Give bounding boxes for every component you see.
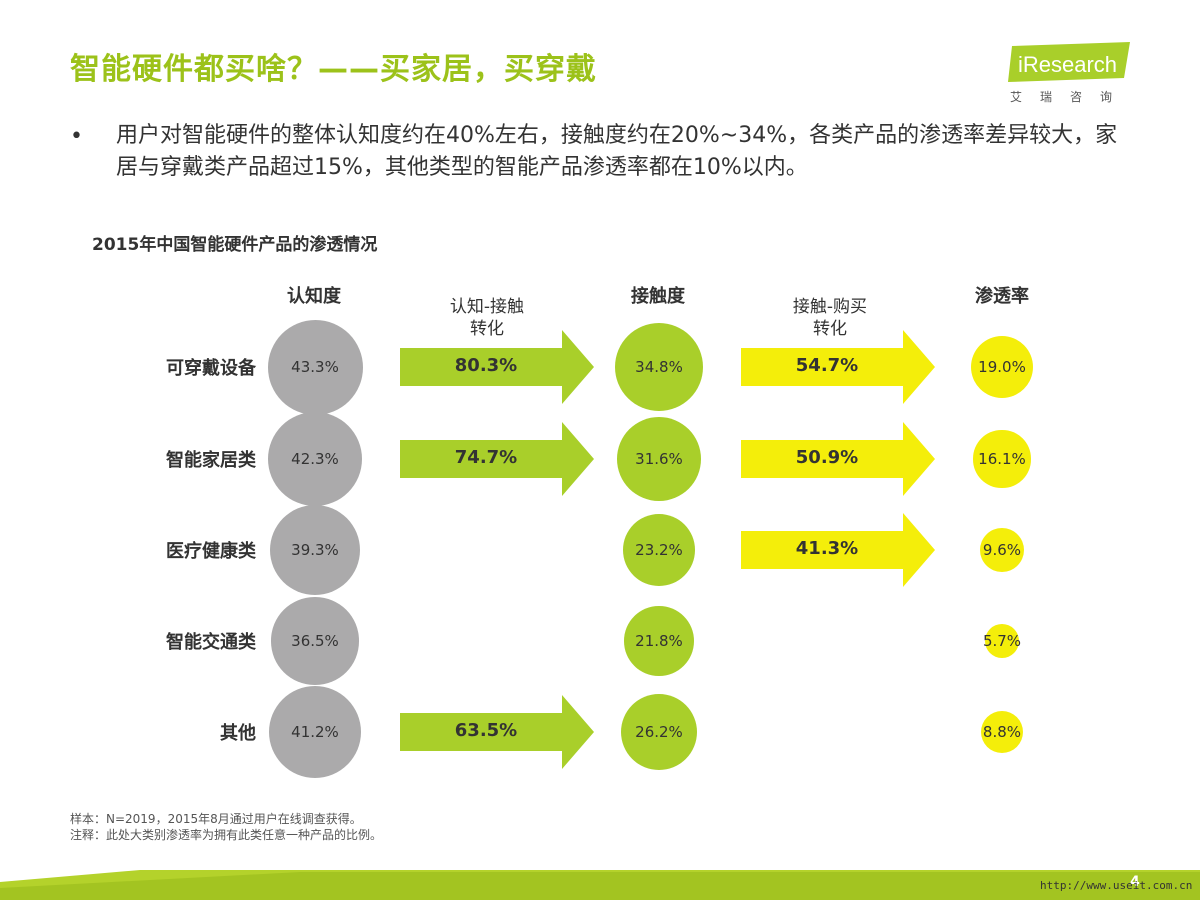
column-header-penetration: 渗透率 [975, 286, 1029, 307]
page-number: 4 [1130, 874, 1140, 890]
logo-cn: 艾瑞咨询 [1010, 90, 1131, 104]
awareness-contact-arrow-shape [400, 422, 594, 496]
contact-purchase-arrow-shape [741, 330, 935, 404]
bullet-dot: • [70, 124, 83, 149]
awareness-circle: 39.3% [269, 504, 361, 596]
contact-circle: 31.6% [617, 417, 701, 501]
awareness-contact-arrow-shape [400, 695, 594, 769]
summary-text: 用户对智能硬件的整体认知度约在40%左右，接触度约在20%~34%，各类产品的渗… [116, 123, 1118, 180]
penetration-circle: 16.1% [973, 430, 1031, 488]
penetration-circle: 5.7% [983, 624, 1021, 658]
column-header-conversion-1: 认知-接触 转化 [449, 297, 525, 339]
chart-title: 2015年中国智能硬件产品的渗透情况 [92, 235, 378, 255]
contact-purchase-arrow: 50.9% [741, 422, 935, 496]
contact-purchase-arrow-shape [741, 513, 935, 587]
contact-purchase-arrow-shape [741, 422, 935, 496]
page-title: 智能硬件都买啥？——买家居，买穿戴 [70, 52, 597, 87]
watermark-url: http://www.useit.com.cn [1040, 879, 1193, 892]
row-label: 其他 [220, 723, 256, 744]
row-label: 智能家居类 [166, 450, 256, 471]
awareness-contact-arrow-value: 80.3% [454, 355, 518, 376]
contact-purchase-arrow-value: 50.9% [795, 447, 859, 468]
awareness-circle: 41.2% [268, 685, 362, 779]
penetration-circle: 19.0% [971, 336, 1033, 398]
contact-purchase-arrow: 54.7% [741, 330, 935, 404]
logo-text: iResearch [1018, 52, 1118, 77]
row-label: 医疗健康类 [166, 541, 256, 562]
contact-circle: 23.2% [623, 514, 695, 586]
column-header-awareness: 认知度 [287, 286, 341, 307]
iresearch-logo: iResearch 艾瑞咨询 [1008, 42, 1138, 106]
contact-purchase-arrow-value: 41.3% [795, 538, 859, 559]
penetration-circle: 9.6% [979, 527, 1025, 573]
contact-circle: 34.8% [615, 323, 703, 411]
contact-circle: 26.2% [620, 693, 698, 771]
contact-circle: 21.8% [624, 606, 694, 676]
awareness-contact-arrow-value: 74.7% [454, 447, 518, 468]
row-label: 可穿戴设备 [166, 358, 256, 379]
logo-badge-shape [1008, 42, 1130, 82]
contact-purchase-arrow-value: 54.7% [795, 355, 859, 376]
footnote-note: 注释：此处大类别渗透率为拥有此类任意一种产品的比例。 [70, 828, 383, 842]
column-header-contact: 接触度 [631, 286, 685, 307]
footnote-sample: 样本：N=2019，2015年8月通过用户在线调查获得。 [70, 812, 362, 826]
awareness-contact-arrow-value: 63.5% [454, 720, 518, 741]
awareness-contact-arrow: 80.3% [400, 330, 594, 404]
row-label: 智能交通类 [166, 632, 256, 653]
awareness-circle: 42.3% [268, 412, 362, 506]
awareness-contact-arrow-shape [400, 330, 594, 404]
column-header-conversion-2: 接触-购买 转化 [792, 297, 868, 339]
awareness-circle: 43.3% [267, 319, 363, 415]
awareness-contact-arrow: 63.5% [400, 695, 594, 769]
contact-purchase-arrow: 41.3% [741, 513, 935, 587]
awareness-circle: 36.5% [271, 597, 359, 685]
footer-band [0, 870, 1200, 900]
penetration-circle: 8.8% [980, 710, 1024, 754]
awareness-contact-arrow: 74.7% [400, 422, 594, 496]
